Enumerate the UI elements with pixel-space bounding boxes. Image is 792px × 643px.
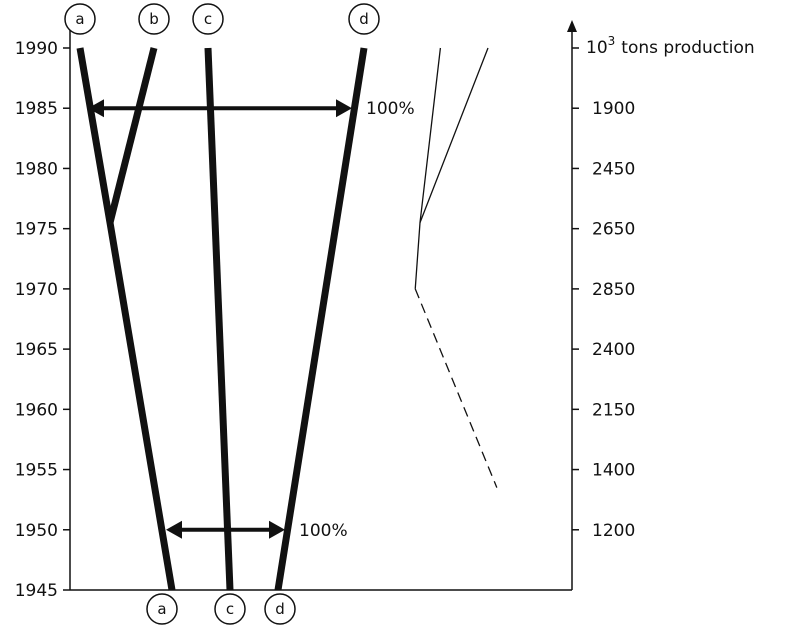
arrow-label-1: 100%: [299, 521, 348, 541]
right-tick-label-1950: 1200: [592, 521, 635, 541]
top-circle-d: [348, 3, 380, 35]
right-tick-label-1955: 1400: [592, 461, 635, 481]
production-line-branch: [419, 47, 489, 223]
production-line-solid: [414, 47, 442, 289]
top-label-d: d: [359, 10, 369, 28]
arrow-head-left-0: [88, 99, 104, 118]
right-axis-arrowhead: [567, 20, 577, 32]
left-tick-label-1975: 1975: [15, 220, 58, 240]
left-tick-label-1970: 1970: [15, 280, 58, 300]
unit-exponent: 3: [608, 34, 616, 48]
production-line-dashed: [414, 288, 498, 488]
top-label-c: c: [204, 10, 212, 28]
labels-group: a b c d a c d: [64, 3, 380, 625]
bottom-circle-c: [214, 593, 246, 625]
line-a: [76, 47, 176, 591]
bottom-label-c: c: [226, 600, 234, 618]
right-tick-label-1980: 2450: [592, 159, 635, 179]
bottom-circle-d: [264, 593, 296, 625]
arrow-head-right-1: [269, 520, 285, 539]
left-tick-label-1980: 1980: [15, 159, 58, 179]
arrow-head-left-1: [166, 520, 182, 539]
right-tick-label-1975: 2650: [592, 220, 635, 240]
right-tick-label-1985: 1900: [592, 99, 635, 119]
left-tick-label-1950: 1950: [15, 521, 58, 541]
left-tick-label-1955: 1955: [15, 461, 58, 481]
unit-base: 10: [586, 38, 608, 58]
right-tick-label-1960: 2150: [592, 400, 635, 420]
right-axis-unit-label: 103 tons production: [586, 34, 755, 58]
unit-rest: tons production: [621, 38, 754, 58]
bottom-label-d: d: [275, 600, 285, 618]
arrow-head-right-0: [336, 99, 352, 118]
right-tick-label-1970: 2850: [592, 280, 635, 300]
line-c: [204, 47, 234, 591]
axes: 1990 1985 1980 1975 1970 1965 1960 1955 1950 1945…: [15, 20, 635, 601]
production-curve-group: [414, 47, 498, 488]
bottom-circle-a: [146, 593, 178, 625]
line-d: [274, 47, 368, 591]
left-tick-label-1945: 1945: [15, 581, 58, 601]
left-tick-label-1960: 1960: [15, 400, 58, 420]
left-tick-label-1965: 1965: [15, 340, 58, 360]
arrow-label-0: 100%: [366, 99, 415, 119]
left-tick-label-1985: 1985: [15, 99, 58, 119]
bottom-label-a: a: [157, 600, 166, 618]
arrows-group: 100% 100%: [88, 99, 415, 541]
left-tick-label-1990: 1990: [15, 39, 58, 59]
right-tick-label-1965: 2400: [592, 340, 635, 360]
top-circle-b: [138, 3, 170, 35]
top-circle-a: [64, 3, 96, 35]
top-circle-c: [192, 3, 224, 35]
top-label-a: a: [75, 10, 84, 28]
line-b: [106, 47, 158, 224]
top-label-b: b: [149, 10, 159, 28]
lines-group: [76, 47, 368, 591]
